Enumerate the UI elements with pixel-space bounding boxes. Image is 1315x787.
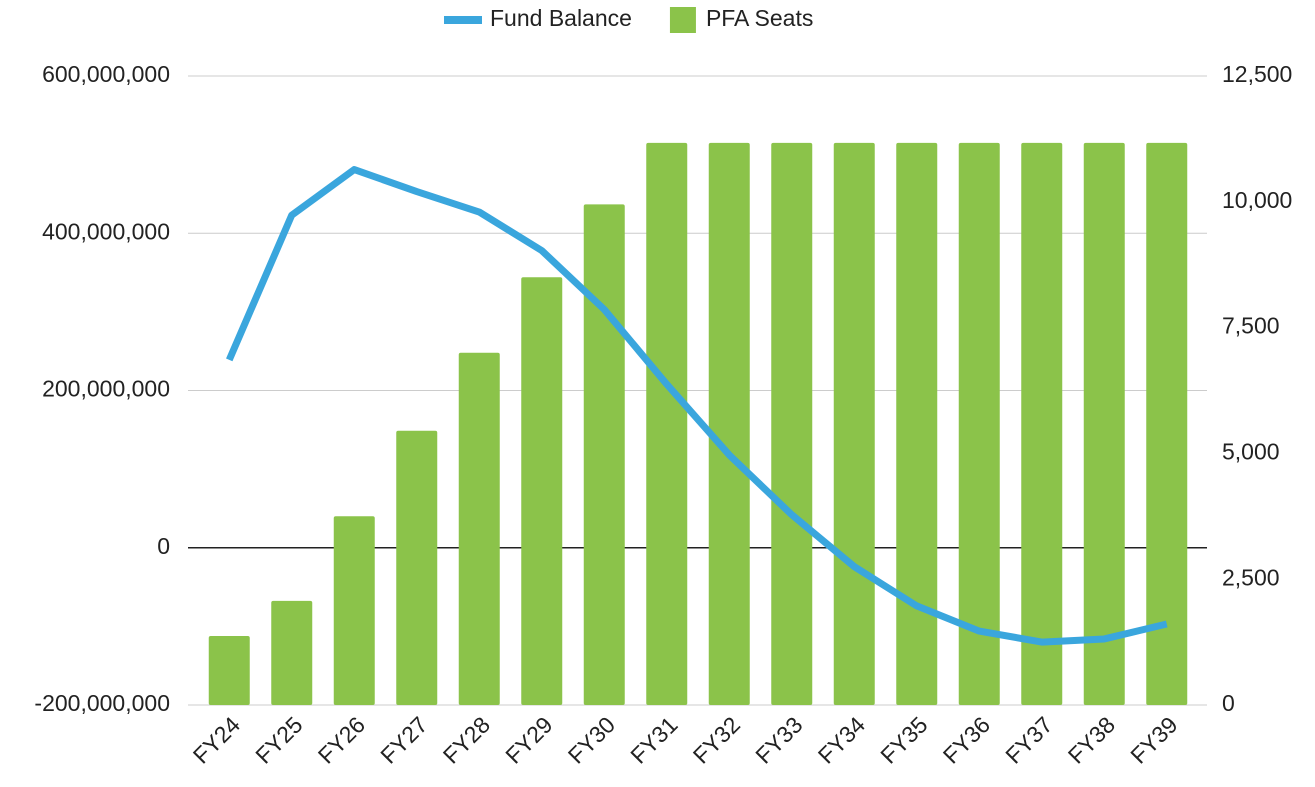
x-tick-label: FY32	[688, 711, 745, 768]
x-tick-label: FY28	[438, 711, 495, 768]
bar	[458, 352, 500, 705]
bar	[521, 277, 563, 705]
y-tick-label: 400,000,000	[42, 218, 170, 244]
x-tick-label: FY25	[250, 711, 307, 768]
x-tick-label: FY38	[1063, 711, 1120, 768]
y2-tick-label: 7,500	[1222, 313, 1280, 339]
bar	[1146, 142, 1188, 705]
y2-tick-label: 2,500	[1222, 564, 1280, 590]
bar	[771, 142, 813, 705]
x-tick-label: FY27	[375, 711, 432, 768]
y-tick-label: -200,000,000	[34, 690, 170, 716]
x-tick-label: FY39	[1125, 711, 1182, 768]
x-tick-label: FY30	[563, 711, 620, 768]
y-tick-label: 200,000,000	[42, 376, 170, 402]
bar	[708, 142, 750, 705]
x-tick-label: FY26	[313, 711, 370, 768]
bar	[646, 142, 688, 705]
x-tick-label: FY35	[875, 711, 932, 768]
x-tick-label: FY34	[813, 711, 870, 768]
x-tick-label: FY37	[1000, 711, 1057, 768]
bar	[1083, 142, 1125, 705]
bar	[333, 516, 375, 705]
y2-tick-label: 10,000	[1222, 187, 1292, 213]
legend-swatch	[444, 16, 482, 24]
x-tick-label: FY33	[750, 711, 807, 768]
bar	[583, 204, 625, 706]
y-tick-label: 0	[157, 533, 170, 559]
legend-label: Fund Balance	[490, 5, 632, 31]
bar	[958, 142, 1000, 705]
x-tick-label: FY24	[188, 711, 245, 768]
x-tick-label: FY31	[625, 711, 682, 768]
legend-label: PFA Seats	[706, 5, 813, 31]
bar	[833, 142, 875, 705]
legend-swatch	[669, 7, 696, 33]
bar	[896, 142, 938, 705]
y2-tick-label: 12,500	[1222, 61, 1292, 87]
x-tick-label: FY29	[500, 711, 557, 768]
y2-tick-label: 0	[1222, 690, 1235, 716]
y-tick-label: 600,000,000	[42, 61, 170, 87]
bar	[1021, 142, 1063, 705]
y2-tick-label: 5,000	[1222, 438, 1280, 464]
bar	[208, 636, 250, 705]
line	[226, 166, 1168, 646]
x-tick-label: FY36	[938, 711, 995, 768]
bar	[271, 600, 313, 705]
bar	[396, 430, 438, 705]
